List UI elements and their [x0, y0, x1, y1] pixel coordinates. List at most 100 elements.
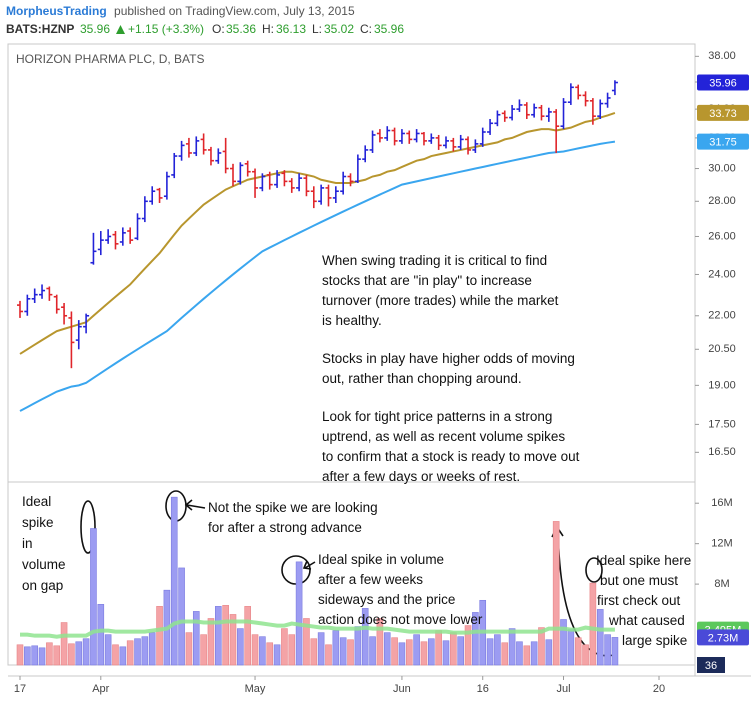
- annotation-line: first check out: [597, 593, 681, 608]
- volume-bar: [516, 641, 523, 666]
- volume-bar: [68, 643, 75, 666]
- volume-bar: [273, 644, 281, 666]
- volume-bar: [148, 632, 156, 666]
- volume-bar: [288, 634, 296, 666]
- annotation-line: after a few days or weeks of rest.: [322, 469, 520, 484]
- volume-bar: [16, 644, 24, 666]
- badge: 36: [705, 660, 717, 672]
- last-price: 35.96: [709, 77, 737, 89]
- last-price-box: [697, 74, 749, 91]
- volume-bar: [398, 642, 406, 666]
- volume-bar: [134, 638, 141, 666]
- volume-bar: [251, 634, 259, 666]
- annotation-line: what caused: [608, 613, 685, 628]
- volume-bar: [567, 629, 575, 666]
- x-tick-label: Jun: [393, 683, 411, 695]
- circle: [80, 500, 96, 554]
- volume-bar: [405, 639, 413, 666]
- volume-bar: [413, 634, 420, 666]
- volume-bar: [141, 636, 149, 666]
- volume-bar: [589, 582, 597, 666]
- pane-title: HORIZON PHARMA PLC, D, BATS: [16, 52, 204, 66]
- byline: published on TradingView.com, July 13, 2…: [114, 4, 355, 18]
- volume-bar: [494, 634, 501, 666]
- volume-bar: [229, 614, 237, 666]
- volume-bar: [376, 618, 384, 666]
- volume-bar: [192, 611, 200, 666]
- ma-last-box: [697, 133, 749, 150]
- annotation-line: stocks that are "in play" to increase: [322, 273, 532, 288]
- header: MorpheusTrading published on TradingView…: [6, 4, 355, 18]
- volume-bar: [295, 561, 303, 666]
- annotation-line: action does not move lower: [318, 612, 483, 627]
- volume-bar: [545, 639, 553, 666]
- volume-last-box: [697, 629, 749, 646]
- y-tick-label: 19.00: [708, 379, 736, 391]
- annotation: When swing trading it is critical to fin…: [322, 253, 559, 328]
- ohlc-value: 36.13: [276, 22, 306, 36]
- ohlc-label: L:: [312, 22, 322, 36]
- y-tick-label: 16M: [711, 497, 732, 509]
- volume-bar: [464, 625, 472, 666]
- ohlc-value: 35.36: [226, 22, 256, 36]
- ma-last: 33.73: [709, 108, 737, 120]
- y-tick-label: 30.00: [708, 162, 736, 174]
- y-tick-label: 8M: [714, 578, 729, 590]
- volume-bar: [450, 632, 457, 666]
- volume-bar: [97, 604, 105, 666]
- volume-bar: [178, 567, 185, 666]
- x-tick-label: Jul: [556, 683, 570, 695]
- y-tick-label: 26.00: [708, 230, 736, 242]
- moving-average: [19, 111, 616, 355]
- x-tick-label: 17: [14, 683, 26, 695]
- annotation: Ideal spike in volume on gap: [22, 494, 66, 593]
- change: +1.15 (+3.3%): [128, 22, 204, 36]
- annotation-line: uptrend, as well as recent volume spikes: [322, 429, 565, 444]
- annotation-line: after a few weeks: [318, 572, 423, 587]
- volume-bar: [501, 642, 509, 666]
- volume-bar: [215, 606, 222, 666]
- volume-bar: [31, 645, 38, 666]
- annotation: Not the spike we are looking for after a …: [208, 500, 378, 535]
- volume-bar: [325, 644, 332, 666]
- ohlc-label: O:: [212, 22, 225, 36]
- ohlc-value: 35.02: [324, 22, 354, 36]
- volume-bar: [347, 639, 354, 666]
- volume-bar: [354, 626, 362, 666]
- annotation-line: is healthy.: [322, 313, 382, 328]
- annotation: Look for tight price patterns in a stron…: [322, 409, 580, 484]
- author[interactable]: MorpheusTrading: [6, 4, 107, 18]
- last-price: 35.96: [80, 22, 110, 36]
- annotation-line: spike: [22, 515, 54, 530]
- volume-bar: [383, 632, 391, 666]
- volume-bar: [53, 645, 61, 666]
- volume-bar: [611, 637, 619, 666]
- annotation: Ideal spike in volume after a few weeks si…: [318, 552, 483, 627]
- x-tick-label: 20: [653, 683, 665, 695]
- volume-bar: [259, 636, 266, 666]
- volume-bar: [207, 618, 215, 666]
- symbol: BATS:HZNP: [6, 22, 74, 36]
- badge-box: [697, 657, 725, 673]
- circle: [585, 557, 603, 583]
- ohlc-label: H:: [262, 22, 274, 36]
- annotation-line: on gap: [22, 578, 63, 593]
- volume-bar: [472, 612, 479, 666]
- y-tick-label: 38.00: [708, 50, 736, 62]
- volume-bar: [310, 638, 318, 666]
- volume-bar: [339, 637, 347, 666]
- volume-bar: [596, 609, 604, 666]
- volume-bar: [281, 628, 288, 666]
- y-tick-label: 17.50: [708, 418, 736, 430]
- volume-bar: [457, 636, 464, 666]
- annotation: Stocks in play have higher odds of movin…: [322, 351, 575, 386]
- volume-bar: [442, 640, 450, 666]
- annotation-line: sideways and the price: [318, 592, 455, 607]
- ma-last-box: [697, 104, 749, 121]
- annotation-line: out, rather than chopping around.: [322, 371, 522, 386]
- volume-bar: [119, 646, 127, 666]
- volume-bar: [170, 496, 178, 666]
- volume-bar: [552, 521, 560, 666]
- arrow: [184, 499, 206, 511]
